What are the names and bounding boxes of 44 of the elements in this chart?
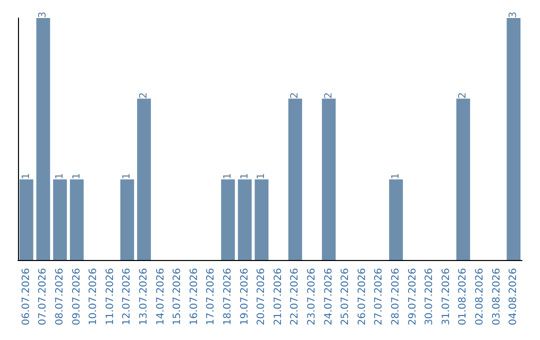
x-tick-label: 22.07.2026 <box>290 268 301 326</box>
x-tick-label: 04.08.2026 <box>508 268 520 326</box>
x-tick-label: 12.07.2026 <box>122 268 133 326</box>
x-tick-label: 26.07.2026 <box>356 268 368 326</box>
x-tick-label: 31.07.2026 <box>440 268 452 326</box>
data-label: 1 <box>239 172 250 180</box>
data-label: 2 <box>290 92 301 99</box>
x-tick-label: 13.07.2026 <box>138 268 150 326</box>
x-tick-label: 16.07.2026 <box>188 268 200 326</box>
data-label: 1 <box>256 172 268 180</box>
x-tick-label: 10.07.2026 <box>88 268 100 326</box>
data-label: 3 <box>508 12 520 18</box>
data-label: 1 <box>71 172 82 180</box>
x-tick-label: 14.07.2026 <box>155 268 166 326</box>
data-label: 3 <box>38 12 49 18</box>
data-label: 1 <box>390 172 402 180</box>
data-label: 1 <box>20 172 32 180</box>
x-tick-label: 24.07.2026 <box>323 268 334 326</box>
x-tick-label: 08.07.2026 <box>54 268 66 326</box>
x-tick-label: 18.07.2026 <box>222 268 234 326</box>
x-tick-label: 28.07.2026 <box>390 268 402 326</box>
x-tick-label: 30.07.2026 <box>424 268 436 326</box>
data-label: 2 <box>323 92 334 99</box>
x-tick-label: 15.07.2026 <box>172 268 184 326</box>
x-tick-label: 02.08.2026 <box>474 268 486 326</box>
x-tick-label: 03.08.2026 <box>491 268 502 326</box>
x-tick-label: 06.07.2026 <box>20 268 32 326</box>
x-tick-label: 25.07.2026 <box>340 268 352 326</box>
x-tick-label: 01.08.2026 <box>458 268 469 326</box>
x-tick-label: 23.07.2026 <box>306 268 318 326</box>
data-label: 1 <box>54 172 66 180</box>
x-tick-label: 20.07.2026 <box>256 268 268 326</box>
data-label: 2 <box>138 92 150 99</box>
x-tick-label: 17.07.2026 <box>206 268 217 326</box>
x-tick-label: 19.07.2026 <box>239 268 250 326</box>
data-label: 1 <box>222 172 234 180</box>
x-tick-label: 27.07.2026 <box>374 268 385 326</box>
x-tick-label: 21.07.2026 <box>272 268 284 326</box>
x-tick-label: 07.07.2026 <box>38 268 49 326</box>
data-label: 1 <box>122 172 133 180</box>
x-tick-label: 29.07.2026 <box>407 268 418 326</box>
x-tick-label: 11.07.2026 <box>104 268 116 326</box>
data-label: 2 <box>458 92 469 99</box>
x-tick-label: 09.07.2026 <box>71 268 82 326</box>
